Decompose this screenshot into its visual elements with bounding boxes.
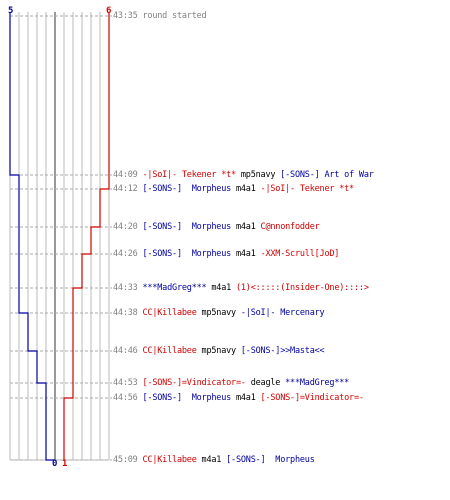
- log-player: [-SONS-] Morpheus: [142, 222, 232, 232]
- log-player: [-SONS-] Art of War: [280, 170, 374, 180]
- log-weapon: m4a1: [206, 283, 236, 293]
- red-end-count: 1: [62, 459, 68, 469]
- log-player: C@nnonfodder: [260, 222, 320, 232]
- log-weapon: mp5navy: [196, 346, 241, 356]
- log-weapon: mp5navy: [235, 170, 281, 180]
- log-time: 44:12: [113, 184, 143, 194]
- log-player: -XXM-Scrull[JoD]: [260, 249, 340, 259]
- log-player: ***MadGreg***: [285, 378, 350, 388]
- log-time: 44:33: [113, 283, 143, 293]
- log-entry: 44:09 -|SoI|- Tekener *t* mp5navy [-SONS…: [113, 170, 374, 180]
- log-player: [-SONS-] Morpheus: [142, 393, 232, 403]
- log-time: 44:46: [113, 346, 143, 356]
- blue-end-count: 0: [52, 459, 58, 469]
- blue-start-count: 5: [8, 6, 14, 16]
- log-entry: 44:56 [-SONS-] Morpheus m4a1 [-SONS-]=Vi…: [113, 393, 364, 403]
- log-player: -|SoI|- Tekener *t*: [142, 170, 237, 180]
- log-entry: 44:33 ***MadGreg*** m4a1 (1)<:::::(Insid…: [113, 283, 369, 293]
- log-player: [-SONS-]=Vindicator=-: [260, 393, 364, 403]
- log-entry: 44:20 [-SONS-] Morpheus m4a1 C@nnonfodde…: [113, 222, 320, 232]
- red-start-count: 6: [106, 6, 112, 16]
- log-weapon: m4a1: [231, 222, 261, 232]
- log-player: CC|Killabee: [142, 346, 197, 356]
- log-player: CC|Killabee: [142, 455, 197, 465]
- log-player: [-SONS-]=Vindicator=-: [142, 378, 246, 388]
- log-time: 45:09: [113, 455, 143, 465]
- log-weapon: deagle: [245, 378, 286, 388]
- log-weapon: m4a1: [231, 184, 261, 194]
- log-entry: 44:38 CC|Killabee mp5navy -|SoI|- Mercen…: [113, 308, 325, 318]
- log-player: [-SONS-]>>Masta<<: [240, 346, 325, 356]
- log-entry: 44:53 [-SONS-]=Vindicator=- deagle ***Ma…: [113, 378, 349, 388]
- log-time: 44:56: [113, 393, 143, 403]
- log-time: 44:26: [113, 249, 143, 259]
- log-player: -|SoI|- Tekener *t*: [260, 184, 355, 194]
- log-player: -|SoI|- Mercenary: [240, 308, 325, 318]
- log-weapon: m4a1: [231, 393, 261, 403]
- log-player: [-SONS-] Morpheus: [226, 455, 315, 465]
- log-weapon: mp5navy: [196, 308, 241, 318]
- log-player: ***MadGreg***: [142, 283, 207, 293]
- log-weapon: m4a1: [196, 455, 227, 465]
- blue-team-line: [9, 12, 55, 461]
- log-player: [-SONS-] Morpheus: [142, 184, 232, 194]
- log-player: [-SONS-] Morpheus: [142, 249, 232, 259]
- log-time: 44:38: [113, 308, 143, 318]
- log-entry: 44:12 [-SONS-] Morpheus m4a1 -|SoI|- Tek…: [113, 184, 354, 194]
- log-player: round started: [142, 11, 207, 21]
- log-entry: 44:46 CC|Killabee mp5navy [-SONS-]>>Mast…: [113, 346, 325, 356]
- log-entry: 43:35 round started: [113, 11, 207, 21]
- log-player: CC|Killabee: [142, 308, 197, 318]
- log-time: 43:35: [113, 11, 143, 21]
- red-team-line: [63, 12, 110, 460]
- log-time: 44:20: [113, 222, 143, 232]
- log-player: (1)<:::::(Insider-One)::::>: [235, 283, 369, 293]
- log-weapon: m4a1: [231, 249, 261, 259]
- log-time: 44:09: [113, 170, 143, 180]
- log-entry: 45:09 CC|Killabee m4a1 [-SONS-] Morpheus: [113, 455, 315, 465]
- log-time: 44:53: [113, 378, 143, 388]
- log-entry: 44:26 [-SONS-] Morpheus m4a1 -XXM-Scrull…: [113, 249, 339, 259]
